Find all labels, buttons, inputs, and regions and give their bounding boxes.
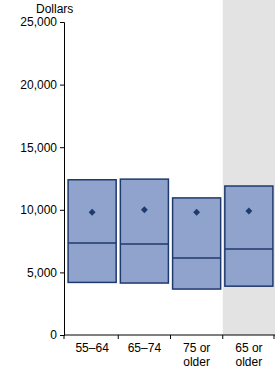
x-tick-label: 55–64 [75, 341, 109, 355]
x-separator [222, 335, 223, 339]
y-tick-mark [60, 22, 64, 23]
x-separator [170, 335, 171, 339]
x-tick-label: 65 orolder [235, 341, 262, 369]
mean-marker [89, 209, 96, 216]
x-separator [64, 335, 65, 339]
median-line [68, 242, 116, 244]
mean-marker [141, 206, 148, 213]
x-separator [118, 335, 119, 339]
y-tick-mark [60, 272, 64, 273]
x-tick: 75 orolder [183, 335, 210, 369]
y-tick-label: 10,000 [20, 203, 57, 217]
median-line [173, 257, 221, 259]
y-tick: 10,000 [20, 203, 64, 217]
box [173, 198, 221, 289]
box [68, 180, 116, 283]
y-tick-mark [60, 147, 64, 148]
y-tick-mark [60, 210, 64, 211]
y-tick: 15,000 [20, 141, 64, 155]
y-tick-mark [60, 85, 64, 86]
box [120, 179, 168, 283]
y-axis-title: Dollars [36, 2, 73, 16]
y-tick-label: 0 [50, 328, 57, 342]
y-tick: 25,000 [20, 15, 64, 29]
highlight-band [223, 0, 275, 335]
x-tick-label: 65–74 [128, 341, 162, 355]
y-axis-line [60, 23, 65, 336]
x-separator [274, 335, 275, 339]
y-tick: 20,000 [20, 78, 64, 92]
chart: 0 5,000 10,000 15,000 20,000 25,000 55–64 65–74… [0, 0, 275, 387]
y-axis: 0 5,000 10,000 15,000 20,000 25,000 [20, 15, 64, 342]
y-tick: 5,000 [27, 266, 64, 280]
box [225, 186, 273, 286]
median-line [120, 243, 168, 245]
y-tick-mark [60, 335, 64, 336]
plot-marks [68, 179, 273, 289]
x-axis-line [64, 335, 275, 336]
x-tick: 55–64 [75, 335, 109, 355]
x-tick: 65 orolder [235, 335, 262, 369]
x-axis: 55–64 65–74 75 orolder 65 orolder [64, 335, 275, 369]
median-line [225, 248, 273, 250]
x-tick-label: 75 orolder [183, 341, 210, 369]
y-tick: 0 [50, 328, 64, 342]
mean-marker [245, 208, 252, 215]
y-tick-label: 25,000 [20, 15, 57, 29]
y-tick-label: 5,000 [27, 266, 57, 280]
y-tick-label: 15,000 [20, 141, 57, 155]
y-tick-label: 20,000 [20, 78, 57, 92]
x-tick: 65–74 [128, 335, 162, 355]
mean-marker [193, 209, 200, 216]
